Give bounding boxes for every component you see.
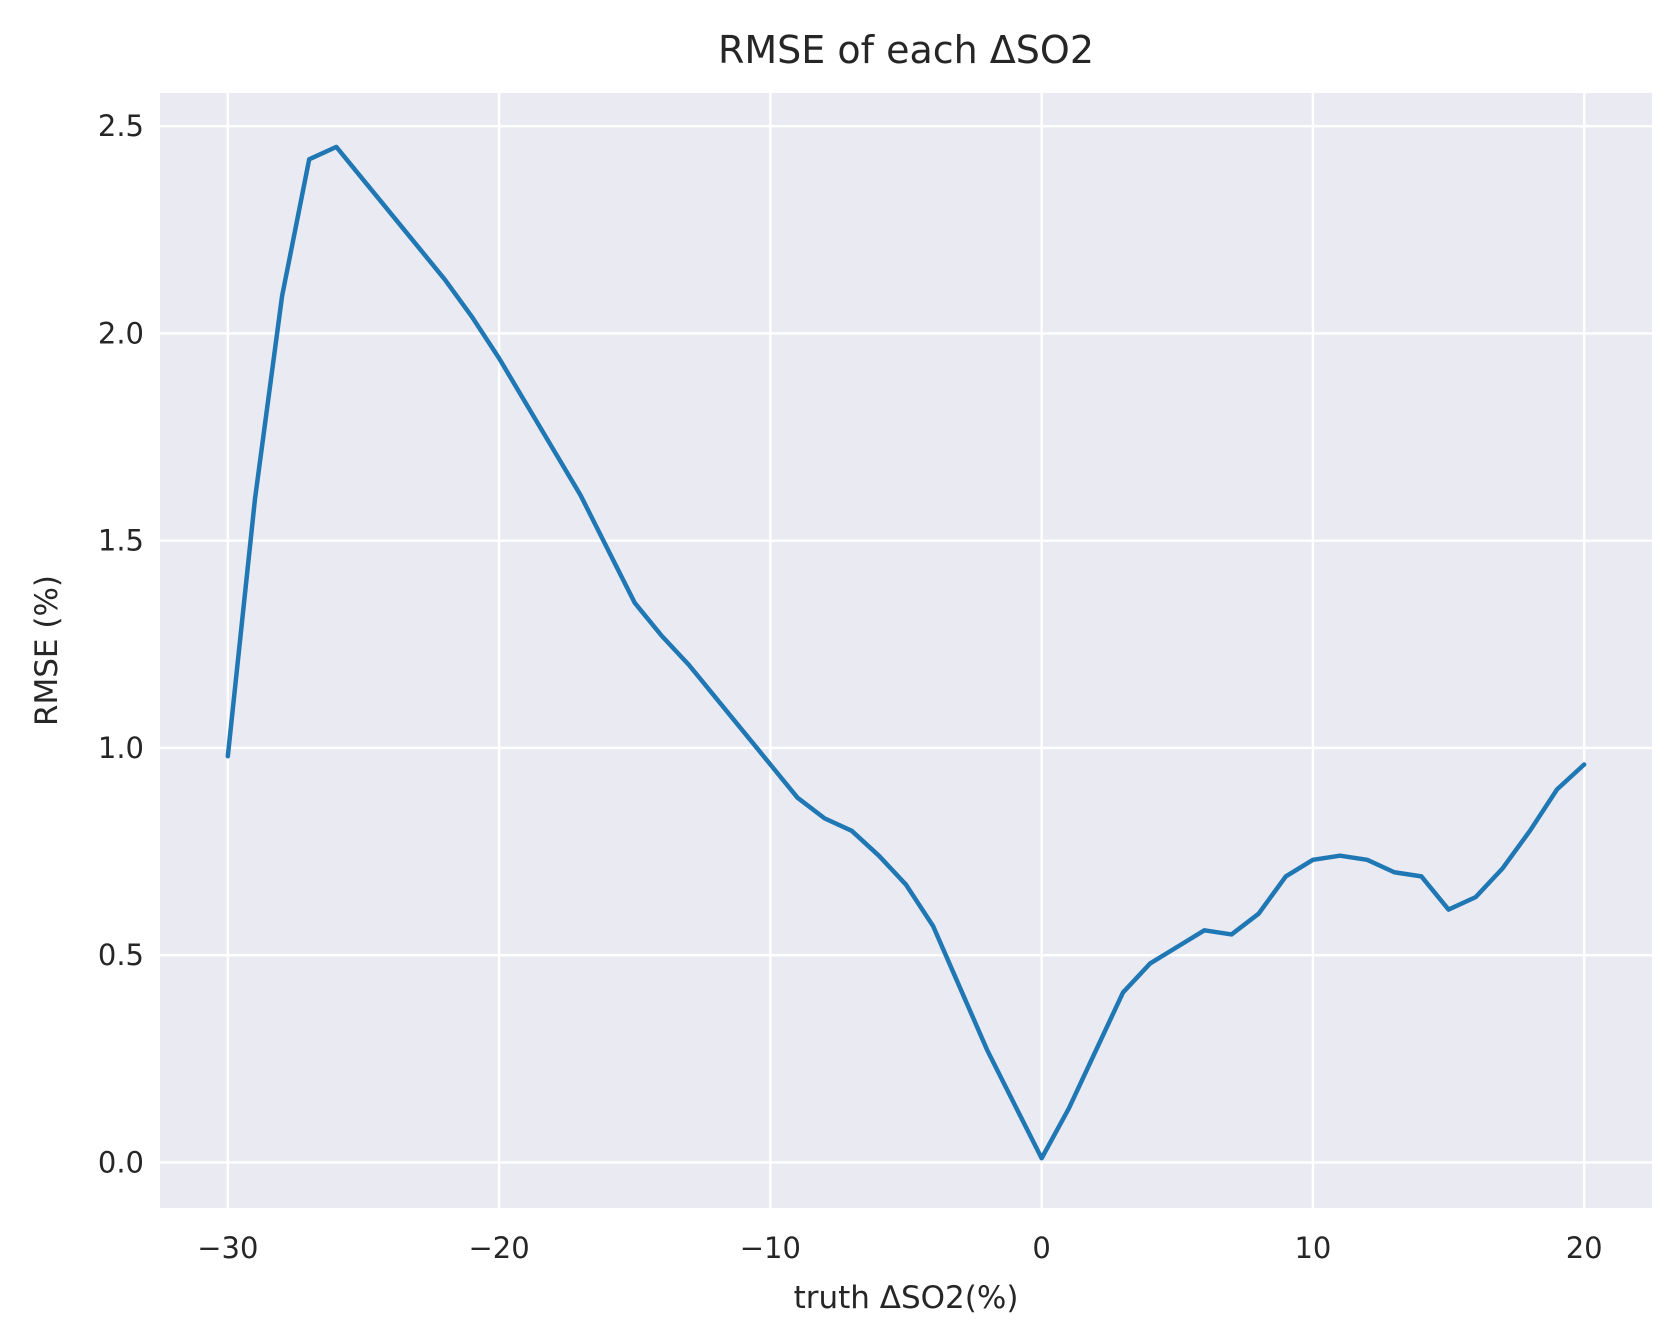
series-line — [225, 144, 1587, 1161]
x-tick-label: 20 — [1566, 1231, 1603, 1265]
y-tick-labels: 0.0 0.5 1.0 1.5 2.0 2.5 — [98, 109, 144, 1179]
y-tick-label: 0.0 — [98, 1145, 144, 1179]
grid-lines — [160, 93, 1652, 1208]
y-tick-label: 1.0 — [98, 731, 144, 765]
x-tick-label: 0 — [1032, 1231, 1050, 1265]
x-axis-title: truth ΔSO2(%) — [794, 1280, 1019, 1316]
x-tick-label: −10 — [740, 1231, 801, 1265]
plot-background — [160, 93, 1652, 1208]
chart-title: RMSE of each ΔSO2 — [718, 28, 1094, 72]
y-tick-label: 2.5 — [98, 109, 144, 143]
y-tick-label: 2.0 — [98, 316, 144, 350]
x-tick-label: 10 — [1294, 1231, 1331, 1265]
y-axis-title: RMSE (%) — [29, 575, 65, 726]
x-tick-label: −30 — [197, 1231, 258, 1265]
x-tick-label: −20 — [468, 1231, 529, 1265]
y-tick-label: 1.5 — [98, 524, 144, 558]
x-tick-labels: −30 −20 −10 0 10 20 — [197, 1231, 1602, 1265]
y-tick-label: 0.5 — [98, 938, 144, 972]
series-lines — [225, 144, 1587, 1161]
